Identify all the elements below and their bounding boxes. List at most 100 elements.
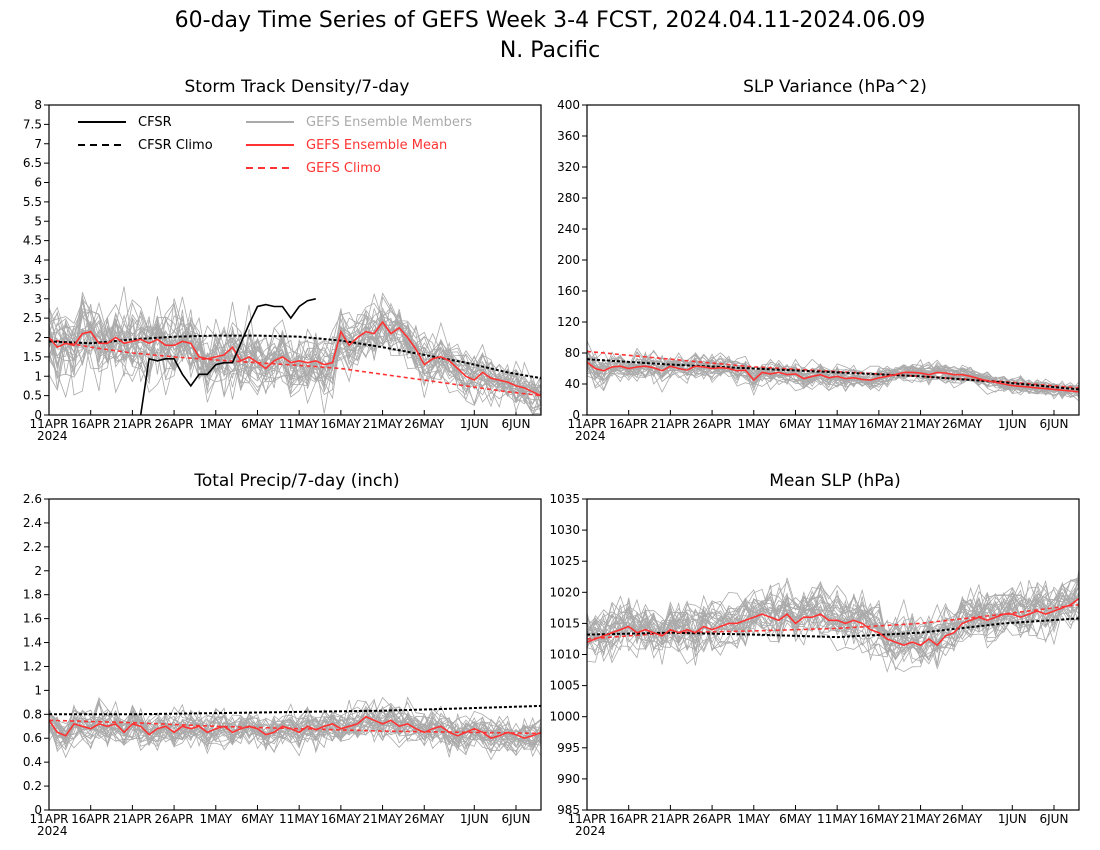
x-tick-label: 26APR [693, 812, 732, 826]
x-tick-label: 11APR [567, 417, 606, 431]
panel-title: Mean SLP (hPa) [769, 471, 901, 491]
y-tick-label: 985 [557, 803, 580, 817]
x-tick-label: 6JUN [502, 417, 531, 431]
x-tick-label: 26MAY [404, 812, 445, 826]
legend: CFSR CFSR Climo GEFS Ensemble Members GEFS … [78, 115, 472, 176]
x-tick-label: 16MAY [859, 417, 900, 431]
x-tick-label: 21MAY [362, 812, 403, 826]
y-tick-label: 0.4 [23, 755, 42, 769]
y-tick-label: 160 [557, 284, 580, 298]
ensemble-member-line [49, 705, 541, 761]
cfsr-climo-line [587, 358, 1079, 391]
ensemble-member-line [587, 578, 1079, 650]
y-tick-label: 0.5 [23, 389, 42, 403]
y-tick-label: 3 [34, 292, 42, 306]
y-tick-label: 5.5 [23, 195, 42, 209]
y-tick-label: 1010 [549, 648, 580, 662]
x-tick-label: 21APR [651, 417, 690, 431]
y-tick-label: 5 [34, 214, 42, 228]
x-tick-label: 1MAY [199, 812, 232, 826]
series-group [49, 704, 541, 740]
x-tick-label: 26APR [693, 417, 732, 431]
ensemble-members [49, 286, 541, 415]
y-tick-label: 2.6 [23, 492, 42, 506]
y-tick-label: 7.5 [23, 117, 42, 131]
y-tick-label: 4 [34, 253, 42, 267]
x-tick-label: 6MAY [241, 417, 274, 431]
x-tick-label: 16APR [71, 812, 110, 826]
y-tick-label: 2.4 [23, 516, 42, 530]
ensemble-member-line [587, 596, 1079, 666]
cfsr-climo-line [587, 617, 1079, 639]
y-tick-label: 7 [34, 137, 42, 151]
y-tick-label: 320 [557, 160, 580, 174]
plot-frame [586, 498, 1080, 811]
x-tick-label: 16MAY [321, 417, 362, 431]
ensemble-member-line [49, 327, 541, 415]
panel-3: Total Precip/7-day (inch)00.20.40.60.811… [23, 471, 542, 838]
legend-gefs-climo-label: GEFS Climo [306, 161, 381, 176]
y-tick-label: 3.5 [23, 272, 42, 286]
legend-gefs-mean-label: GEFS Ensemble Mean [306, 138, 447, 153]
ensemble-member-line [587, 589, 1079, 665]
y-tick-label: 400 [557, 98, 580, 112]
x-tick-label: 26APR [155, 812, 194, 826]
plot-frame [586, 104, 1080, 416]
ensemble-member-line [587, 585, 1079, 662]
y-tick-label: 6.5 [23, 156, 42, 170]
y-tick-label: 8 [34, 98, 42, 112]
x-tick-label: 26MAY [404, 417, 445, 431]
x-tick-label: 1JUN [460, 812, 489, 826]
ensemble-member-line [49, 317, 541, 406]
x-tick-label: 11APR [29, 812, 68, 826]
x-year-label: 2024 [37, 429, 68, 443]
x-tick-label: 6JUN [502, 812, 531, 826]
ensemble-member-line [49, 700, 541, 756]
x-tick-label: 16APR [609, 417, 648, 431]
figure-subtitle: N. Pacific [500, 38, 600, 63]
y-tick-label: 1.6 [23, 612, 42, 626]
ensemble-member-line [587, 582, 1079, 662]
ensemble-member-line [49, 318, 541, 415]
panel-2: SLP Variance (hPa^2) 0 40 80 120 160 200 240 280… [557, 77, 1080, 443]
gefs-ensemble-mean-line [49, 320, 541, 397]
y-tick-label: 0 [34, 803, 42, 817]
series-group [49, 298, 541, 415]
ensemble-member-line [49, 705, 541, 754]
y-tick-label: 4.5 [23, 234, 42, 248]
x-tick-label: 16MAY [859, 812, 900, 826]
panel-title: SLP Variance (hPa^2) [743, 77, 927, 97]
x-tick-label: 11MAY [279, 812, 320, 826]
ensemble-member-line [587, 598, 1079, 665]
x-tick-label: 6MAY [241, 812, 274, 826]
cfsr-climo-line [49, 704, 541, 716]
x-tick-label: 16APR [609, 812, 648, 826]
gefs-ensemble-mean-line [587, 361, 1079, 393]
cfsr-line [139, 298, 316, 415]
x-tick-label: 21MAY [362, 417, 403, 431]
y-tick-label: 1035 [549, 492, 580, 506]
y-tick-label: 40 [565, 377, 580, 391]
y-tick-label: 2.2 [23, 540, 42, 554]
x-tick-label: 1JUN [460, 417, 489, 431]
x-tick-label: 11APR [567, 812, 606, 826]
y-tick-label: 0 [34, 408, 42, 422]
ensemble-member-line [587, 357, 1079, 398]
x-tick-label: 11MAY [817, 417, 858, 431]
y-tick-label: 1030 [549, 523, 580, 537]
figure-title: 60-day Time Series of GEFS Week 3-4 FCST… [175, 8, 926, 33]
y-tick-label: 2.5 [23, 311, 42, 325]
y-tick-label: 80 [565, 346, 580, 360]
y-tick-label: 1.2 [23, 659, 42, 673]
x-tick-label: 1MAY [737, 417, 770, 431]
y-tick-label: 1015 [549, 616, 580, 630]
panel-4: Mean SLP (hPa) 985 990 995 1000 1005 1010 1015 1… [549, 471, 1080, 838]
y-tick-label: 1.5 [23, 350, 42, 364]
series-group [587, 597, 1079, 647]
x-tick-label: 21APR [651, 812, 690, 826]
ensemble-member-line [49, 300, 541, 404]
series-group [587, 350, 1079, 393]
x-tick-label: 21MAY [900, 812, 941, 826]
y-tick-label: 2 [34, 564, 42, 578]
x-tick-label: 26MAY [942, 812, 983, 826]
